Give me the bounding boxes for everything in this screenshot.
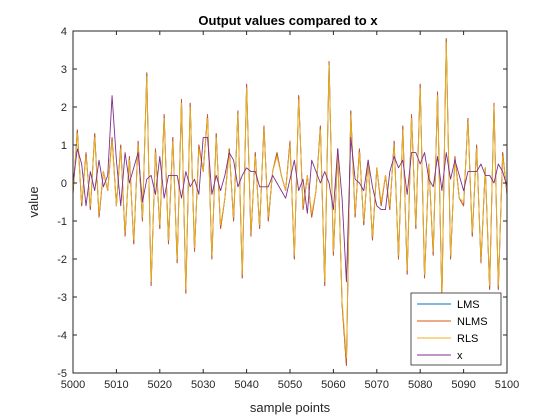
- x-axis-ticks: 5000 5010 5020 5030 5040 5050 5060 5070 5080 5090…: [61, 31, 519, 391]
- legend-label-lms: LMS: [457, 299, 480, 311]
- series-line-rls: [73, 41, 507, 359]
- y-tick-label: 3: [61, 64, 67, 76]
- x-tick-label: 5070: [365, 379, 389, 391]
- x-tick-label: 5010: [104, 379, 128, 391]
- y-tick-label: -5: [57, 368, 67, 380]
- y-tick-label: 1: [61, 140, 67, 152]
- legend-label-nlms: NLMS: [457, 316, 488, 328]
- chart-title: Output values compared to x: [198, 13, 378, 28]
- series-layer: [73, 38, 507, 366]
- y-tick-label: 2: [61, 102, 67, 114]
- y-tick-label: 0: [61, 178, 67, 190]
- y-tick-label: -2: [57, 254, 67, 266]
- x-tick-label: 5080: [408, 379, 432, 391]
- legend-label-x: x: [457, 350, 463, 362]
- y-tick-label: 4: [61, 26, 67, 38]
- x-tick-label: 5030: [191, 379, 215, 391]
- y-axis-ticks: 4 3 2 1 0 -1 -2 -3 -4 -5: [57, 26, 507, 380]
- y-tick-label: -3: [57, 292, 67, 304]
- x-tick-label: 5100: [495, 379, 519, 391]
- plot-area: 5000 5010 5020 5030 5040 5050 5060 5070 5080 5090…: [57, 26, 519, 391]
- legend: LMS NLMS RLS x: [410, 292, 502, 366]
- y-axis-label: value: [26, 186, 41, 217]
- x-tick-label: 5040: [234, 379, 258, 391]
- x-tick-label: 5050: [278, 379, 302, 391]
- series-line-x: [73, 95, 507, 283]
- y-tick-label: -4: [57, 330, 67, 342]
- x-tick-label: 5060: [321, 379, 345, 391]
- x-tick-label: 5020: [148, 379, 172, 391]
- legend-box: [410, 292, 502, 366]
- x-axis-label: sample points: [250, 400, 331, 415]
- legend-label-rls: RLS: [457, 333, 478, 345]
- x-tick-label: 5090: [451, 379, 475, 391]
- x-tick-label: 5000: [61, 379, 85, 391]
- y-tick-label: -1: [57, 216, 67, 228]
